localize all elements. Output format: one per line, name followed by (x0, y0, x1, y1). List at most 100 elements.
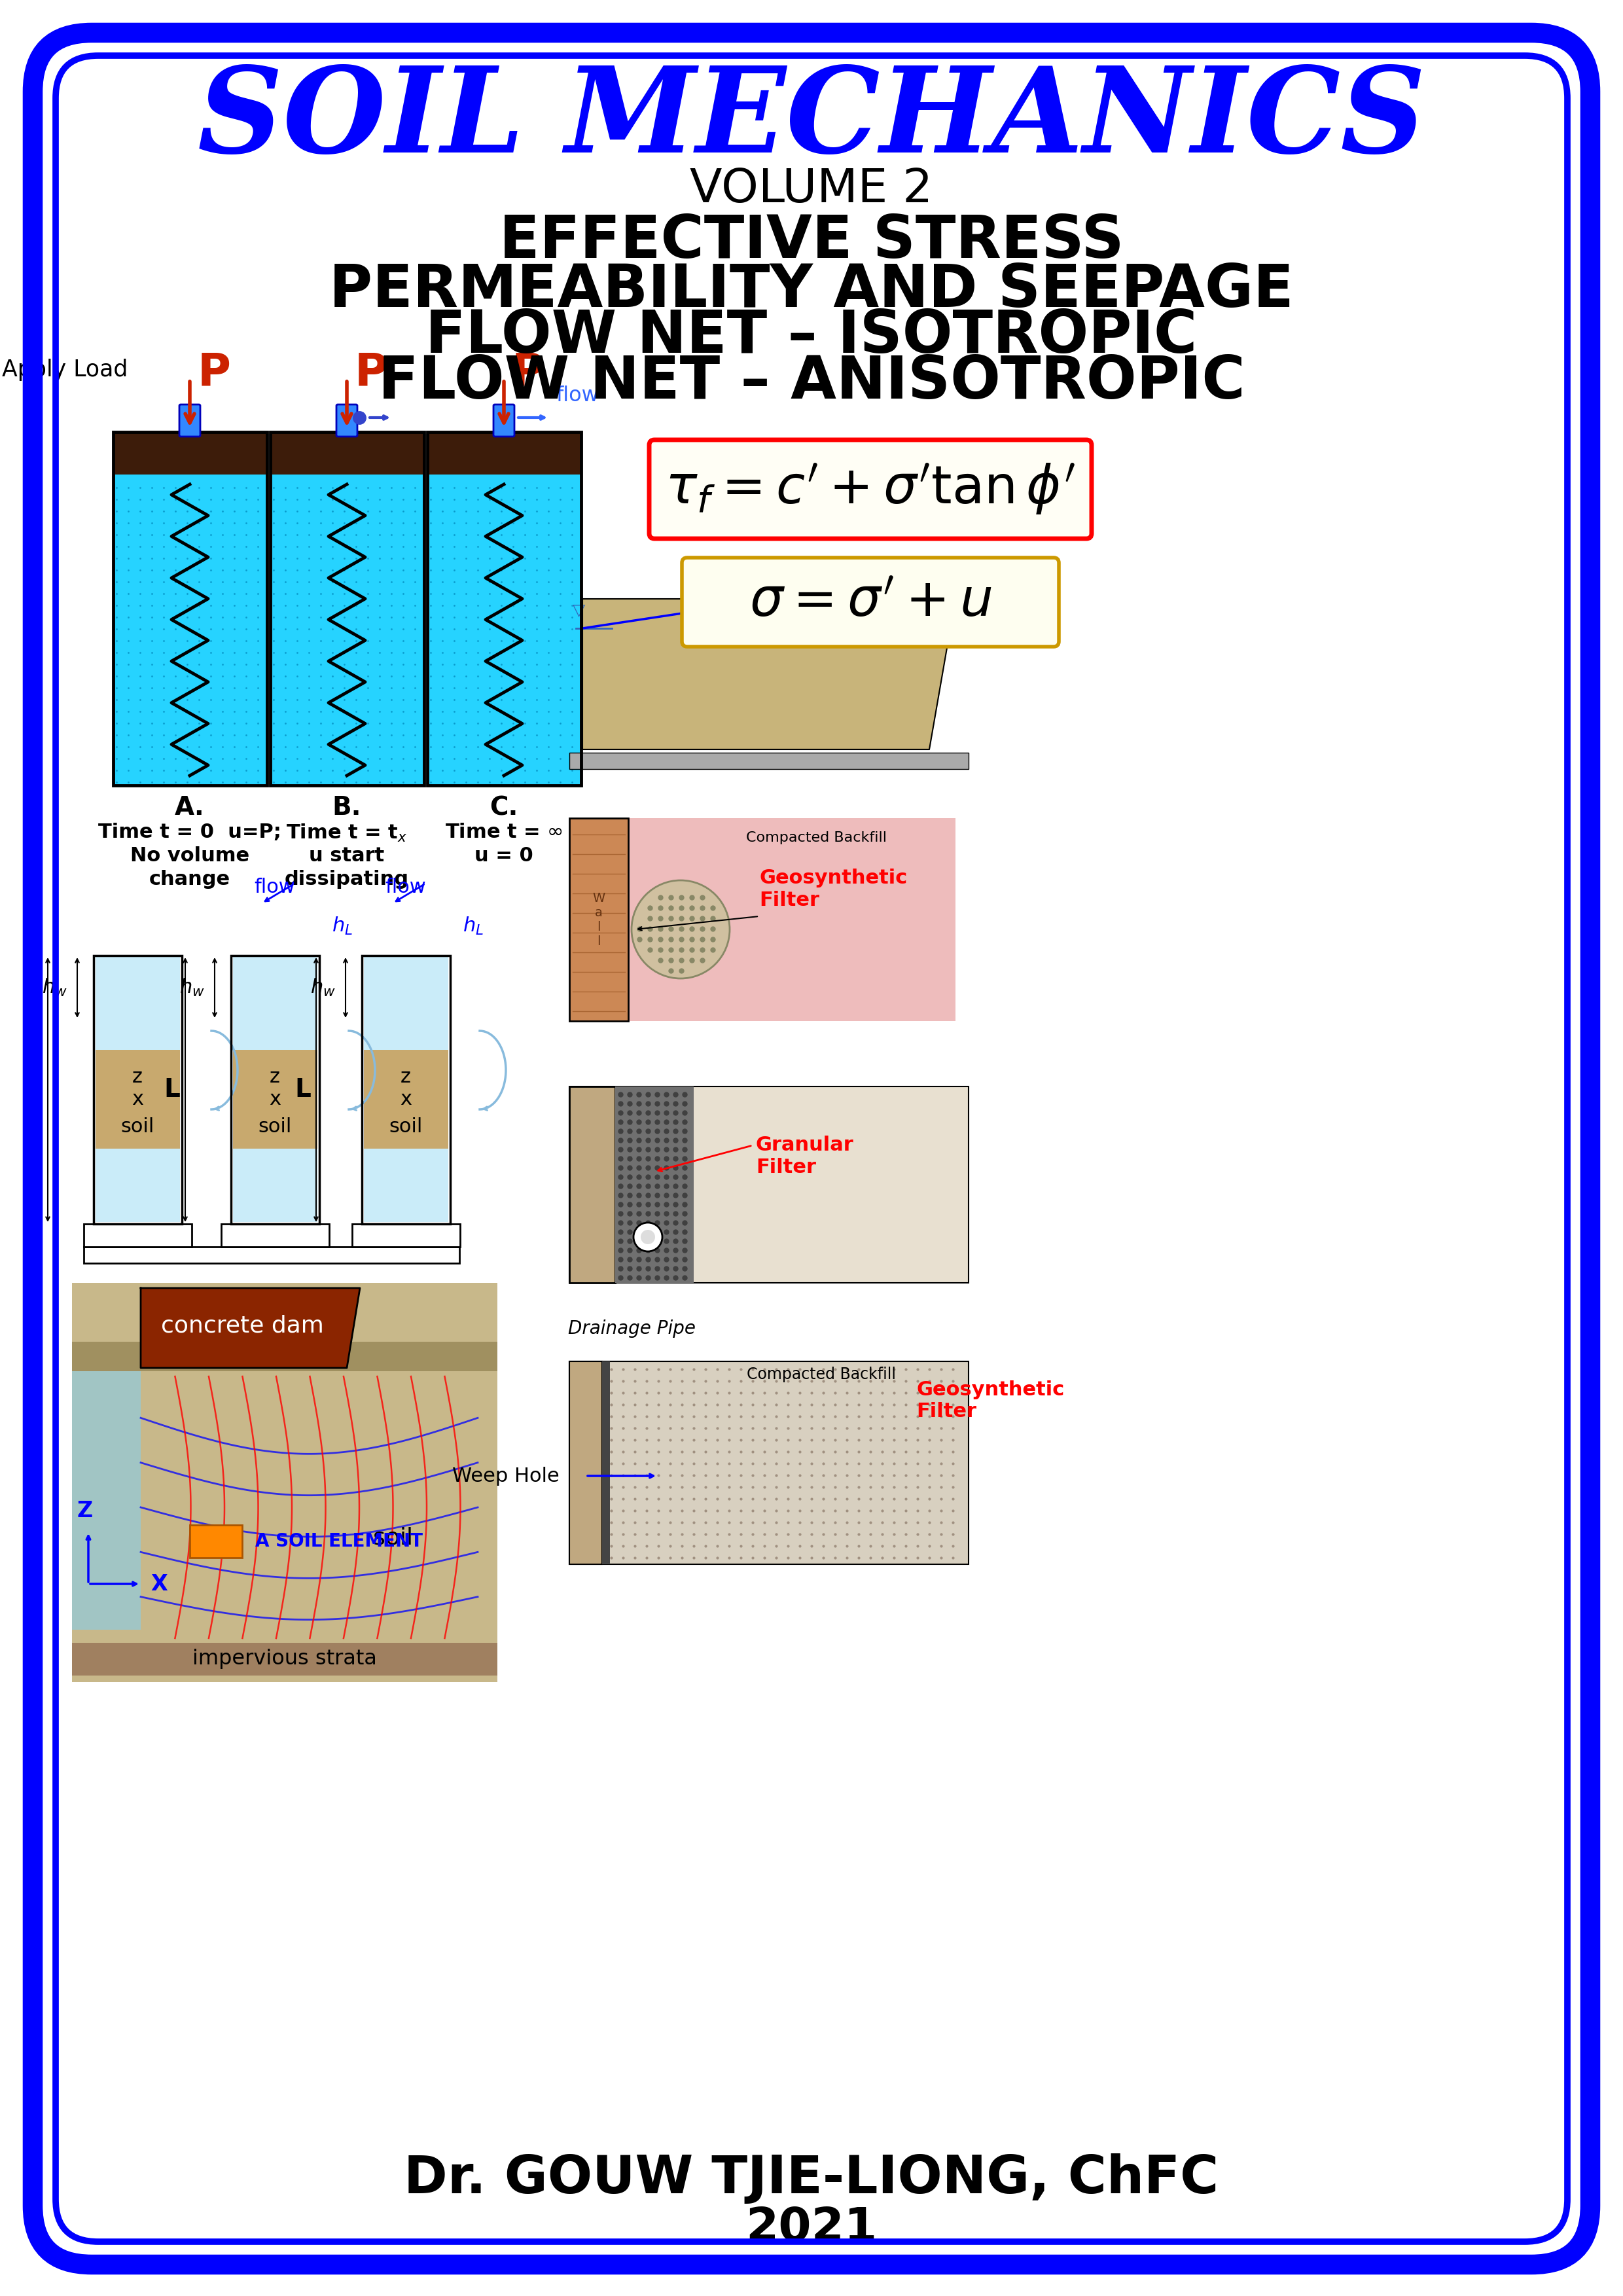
Text: Dr. GOUW TJIE-LIONG, ChFC: Dr. GOUW TJIE-LIONG, ChFC (404, 2154, 1219, 2204)
FancyBboxPatch shape (493, 404, 514, 436)
Text: Time t = 0  u=P;: Time t = 0 u=P; (99, 822, 281, 843)
Polygon shape (583, 599, 956, 748)
Text: flow: flow (385, 877, 427, 895)
Text: Granular
Filter: Granular Filter (962, 563, 1060, 604)
Text: L: L (26, 1077, 42, 1102)
Text: change: change (149, 870, 230, 889)
Bar (271, 432, 424, 785)
Bar (602, 1362, 610, 1564)
Text: soil: soil (258, 1118, 292, 1137)
Bar (190, 1525, 242, 1557)
Bar (615, 1086, 693, 1283)
Text: u = 0: u = 0 (474, 847, 534, 866)
Text: soil: soil (120, 1118, 154, 1137)
Text: Time t = $\infty$: Time t = $\infty$ (445, 822, 563, 843)
Polygon shape (141, 1288, 360, 1368)
Bar (570, 1362, 602, 1564)
Bar (96, 1049, 180, 1148)
Bar (221, 1224, 329, 1247)
Bar (570, 1086, 615, 1283)
Text: Geosynthetic
Filter: Geosynthetic Filter (917, 1380, 1065, 1421)
Bar (71, 1341, 497, 1371)
Text: $h_w$: $h_w$ (180, 978, 204, 999)
Text: P: P (355, 351, 388, 395)
Text: flow: flow (255, 877, 295, 895)
Text: SOIL MECHANICS: SOIL MECHANICS (198, 62, 1425, 177)
FancyBboxPatch shape (682, 558, 1058, 647)
Bar (362, 955, 450, 1224)
Bar (570, 1362, 969, 1564)
Text: Compacted Backfill: Compacted Backfill (747, 1366, 896, 1382)
Text: EFFECTIVE STRESS: EFFECTIVE STRESS (500, 214, 1123, 271)
Text: W
a
l
l: W a l l (592, 891, 605, 948)
Text: z: z (131, 1068, 143, 1086)
Text: PERMEABILITY AND SEEPAGE: PERMEABILITY AND SEEPAGE (329, 262, 1294, 319)
Text: z: z (269, 1068, 281, 1086)
Bar (364, 955, 448, 1221)
Text: $\sigma = \sigma' + u$: $\sigma = \sigma' + u$ (750, 576, 992, 627)
Text: Weep Hole: Weep Hole (453, 1467, 560, 1486)
Text: impervious strata: impervious strata (193, 1649, 377, 1669)
Bar (427, 475, 581, 785)
Circle shape (633, 1221, 662, 1251)
FancyBboxPatch shape (336, 404, 357, 436)
Bar (364, 1049, 448, 1148)
Text: Drainage Pipe: Drainage Pipe (568, 1320, 695, 1339)
Bar (114, 432, 268, 785)
Text: Granular
Filter: Granular Filter (756, 1137, 854, 1176)
Text: FLOW NET – ISOTROPIC: FLOW NET – ISOTROPIC (425, 308, 1198, 365)
Text: A SOIL ELEMENT: A SOIL ELEMENT (255, 1531, 422, 1550)
Text: A.: A. (175, 794, 204, 820)
Text: $\tau_f = c' + \sigma' \tan\phi'$: $\tau_f = c' + \sigma' \tan\phi'$ (665, 461, 1076, 517)
Bar (84, 1247, 459, 1263)
Text: z: z (401, 1068, 411, 1086)
Text: $h_L$: $h_L$ (463, 916, 484, 937)
Text: Compacted Backfill: Compacted Backfill (747, 831, 886, 845)
Text: $h_L$: $h_L$ (331, 916, 352, 937)
Text: L: L (164, 1077, 180, 1102)
Bar (271, 475, 424, 785)
Bar (96, 955, 180, 1221)
Bar (234, 1049, 318, 1148)
Text: Z: Z (78, 1499, 93, 1522)
Text: dissipating: dissipating (284, 870, 409, 889)
Bar (71, 1644, 497, 1676)
Bar (71, 1348, 141, 1630)
Bar (234, 955, 318, 1221)
Bar (271, 432, 424, 475)
Text: concrete dam: concrete dam (161, 1313, 323, 1336)
Text: Geosynthetic
Filter: Geosynthetic Filter (760, 868, 907, 909)
Text: No volume: No volume (130, 847, 250, 866)
Bar (230, 955, 320, 1224)
Text: FLOW NET – ANISOTROPIC: FLOW NET – ANISOTROPIC (378, 354, 1245, 411)
Bar (114, 432, 268, 475)
Bar (114, 475, 268, 785)
Bar (427, 432, 581, 475)
Text: soil: soil (390, 1118, 422, 1137)
Bar (570, 1086, 969, 1283)
Circle shape (641, 1231, 656, 1244)
Text: $h_w$: $h_w$ (42, 978, 68, 999)
Text: 2021: 2021 (745, 2206, 878, 2250)
Text: L: L (295, 1077, 312, 1102)
Bar (352, 1224, 459, 1247)
Text: VOLUME 2: VOLUME 2 (690, 168, 933, 211)
Text: x: x (131, 1091, 143, 1109)
Text: Apply Load: Apply Load (2, 358, 128, 381)
Text: x: x (269, 1091, 281, 1109)
Bar (570, 817, 628, 1022)
Bar (622, 817, 956, 1022)
Text: x: x (399, 1091, 412, 1109)
FancyBboxPatch shape (649, 441, 1092, 540)
Text: u start: u start (308, 847, 385, 866)
Text: P: P (198, 351, 230, 395)
Bar (570, 753, 969, 769)
Text: soil: soil (373, 1527, 412, 1550)
FancyBboxPatch shape (179, 404, 200, 436)
Bar (427, 432, 581, 785)
Text: $h_w$: $h_w$ (310, 978, 336, 999)
Bar (71, 1283, 497, 1683)
Bar (94, 955, 182, 1224)
Bar (84, 1224, 192, 1247)
Text: P: P (511, 351, 545, 395)
